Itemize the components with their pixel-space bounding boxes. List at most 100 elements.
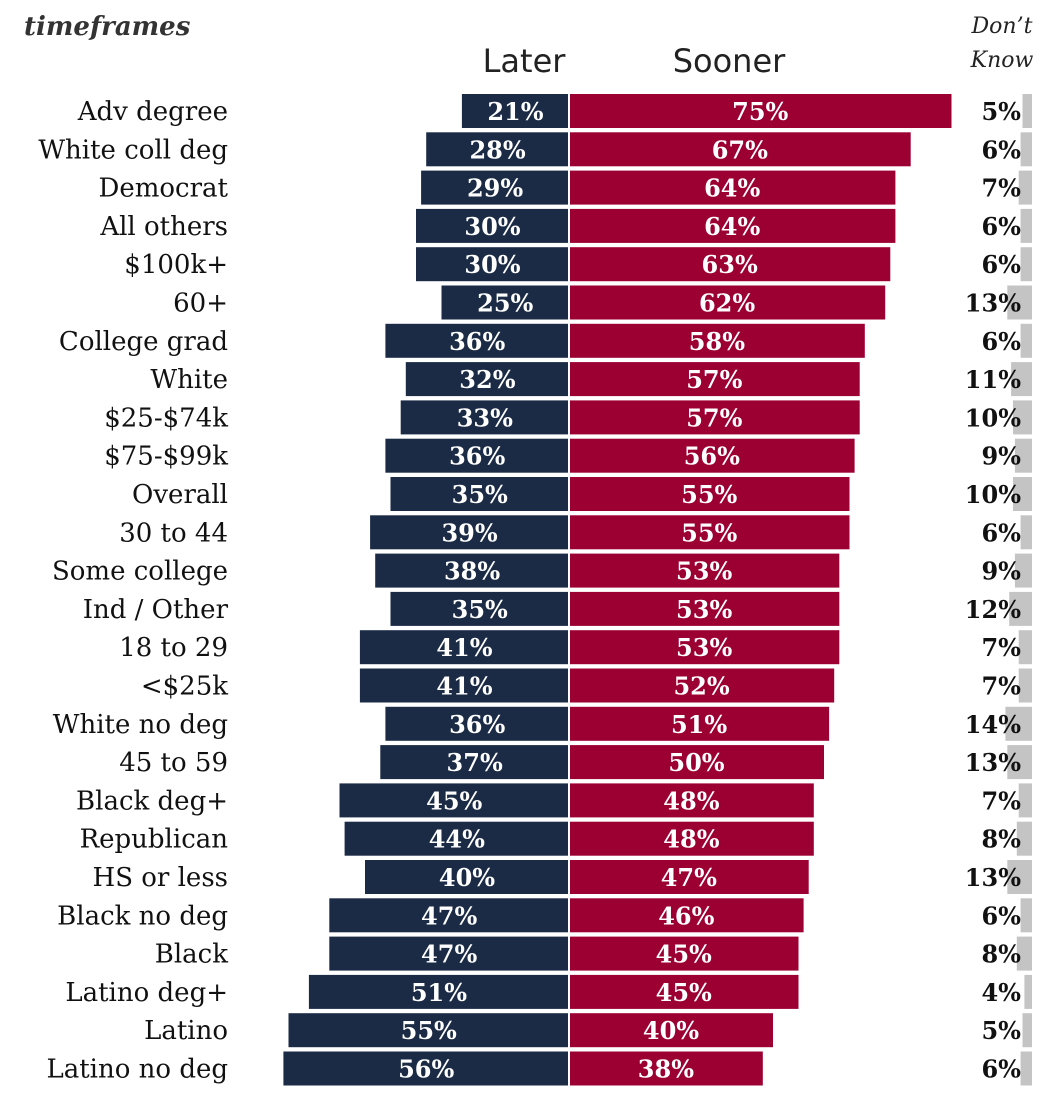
category-label: Adv degree (77, 97, 228, 127)
sooner-value-label: 55% (681, 480, 737, 509)
later-value-label: 35% (452, 480, 508, 509)
dont-know-bar (1007, 860, 1032, 894)
later-value-label: 55% (401, 1016, 457, 1045)
dont-know-value-label: 7% (981, 672, 1021, 701)
row-all-others: All others 30% 64% 6% (99, 208, 1032, 243)
row-black-deg: Black deg+ 45% 48% 7% (76, 783, 1032, 818)
sooner-bar (569, 974, 799, 1009)
category-label: <$25k (141, 672, 228, 702)
later-bar (390, 591, 569, 626)
dont-know-bar (1013, 400, 1032, 435)
dont-know-value-label: 13% (965, 863, 1021, 892)
later-value-label: 28% (469, 135, 525, 164)
row-college-grad: College grad 36% 58% 6% (59, 323, 1032, 358)
sooner-value-label: 57% (686, 403, 742, 432)
category-label: Black deg+ (76, 786, 228, 816)
sooner-value-label: 52% (673, 672, 729, 701)
later-bar (370, 515, 569, 550)
sooner-header: Sooner (673, 42, 786, 80)
row-100k: $100k+ 30% 63% 6% (124, 247, 1032, 282)
dont-know-bar (1018, 170, 1032, 205)
dont-know-value-label: 4% (981, 978, 1021, 1007)
dont-know-bar (1020, 247, 1032, 282)
row-white-no-deg: White no deg 36% 51% 14% (53, 706, 1032, 741)
sooner-value-label: 46% (658, 901, 714, 930)
dont-know-value-label: 10% (965, 403, 1021, 432)
later-bar (416, 247, 569, 282)
later-bar (329, 936, 569, 971)
later-value-label: 44% (429, 825, 485, 854)
dont-know-bar (1020, 1051, 1032, 1086)
dont-know-value-label: 8% (981, 825, 1021, 854)
sooner-value-label: 75% (732, 97, 788, 126)
category-label: White no deg (53, 710, 228, 740)
row-ind-other: Ind / Other 35% 53% 12% (83, 591, 1032, 626)
category-label: $25-$74k (104, 403, 228, 433)
later-bar (359, 630, 569, 665)
sooner-value-label: 45% (656, 940, 712, 969)
dont-know-bar (1009, 591, 1032, 626)
category-label: Overall (132, 480, 228, 510)
row-overall: Overall 35% 55% 10% (132, 477, 1032, 511)
sooner-bar (569, 515, 850, 550)
dont-know-bar (1024, 974, 1032, 1009)
later-value-label: 41% (436, 633, 492, 662)
later-bar (405, 362, 569, 397)
dont-know-bar (1022, 1013, 1032, 1048)
sooner-bar (569, 1013, 773, 1048)
sooner-bar (569, 706, 830, 741)
sooner-bar (569, 936, 799, 971)
category-label: Democrat (99, 174, 229, 204)
dont-know-bar (1005, 706, 1032, 741)
sooner-value-label: 48% (663, 825, 719, 854)
later-value-label: 21% (487, 97, 543, 126)
later-value-label: 37% (447, 748, 503, 777)
sooner-bar (569, 247, 891, 282)
later-bar (385, 706, 569, 741)
later-bar (375, 553, 569, 588)
sooner-bar (569, 477, 850, 511)
sooner-bar (569, 323, 865, 358)
sooner-bar (569, 438, 855, 473)
dont-know-bar (1020, 132, 1032, 167)
dont-know-value-label: 9% (981, 442, 1021, 471)
dont-know-value-label: 7% (981, 786, 1021, 815)
dont-know-value-label: 7% (981, 174, 1021, 203)
category-label: 60+ (173, 289, 228, 319)
category-label: All others (99, 212, 228, 242)
sooner-value-label: 64% (704, 174, 760, 203)
sooner-value-label: 63% (702, 250, 758, 279)
row-white-coll-deg: White coll deg 28% 67% 6% (38, 132, 1032, 167)
later-value-label: 35% (452, 595, 508, 624)
dont-know-value-label: 6% (981, 327, 1021, 356)
sooner-value-label: 57% (686, 365, 742, 394)
later-bar (421, 170, 569, 205)
sooner-bar (569, 362, 860, 397)
category-label: White coll deg (38, 135, 228, 165)
sooner-value-label: 48% (663, 786, 719, 815)
row-black: Black 47% 45% 8% (155, 936, 1032, 971)
later-value-label: 30% (464, 250, 520, 279)
category-label: Some college (52, 557, 228, 587)
later-value-label: 47% (421, 901, 477, 930)
row-adv-degree: Adv degree 21% 75% 5% (77, 94, 1032, 128)
dont-know-value-label: 12% (965, 595, 1021, 624)
sooner-bar (569, 132, 911, 167)
row-45-to-59: 45 to 59 37% 50% 13% (119, 745, 1032, 780)
sooner-bar (569, 553, 840, 588)
category-label: $100k+ (124, 250, 228, 280)
row-black-no-deg: Black no deg 47% 46% 6% (57, 898, 1032, 933)
dont-know-bar (1007, 285, 1032, 320)
dont-know-bar (1013, 477, 1032, 511)
later-bar (329, 898, 569, 933)
later-bar (288, 1013, 569, 1048)
row-hs-or-less: HS or less 40% 47% 13% (93, 860, 1032, 894)
sooner-bar (569, 860, 809, 894)
sooner-value-label: 53% (676, 557, 732, 586)
category-label: White (150, 365, 228, 395)
dont-know-bar (1020, 208, 1032, 243)
sooner-value-label: 38% (638, 1055, 694, 1084)
sooner-value-label: 45% (656, 978, 712, 1007)
dont-know-value-label: 9% (981, 557, 1021, 586)
